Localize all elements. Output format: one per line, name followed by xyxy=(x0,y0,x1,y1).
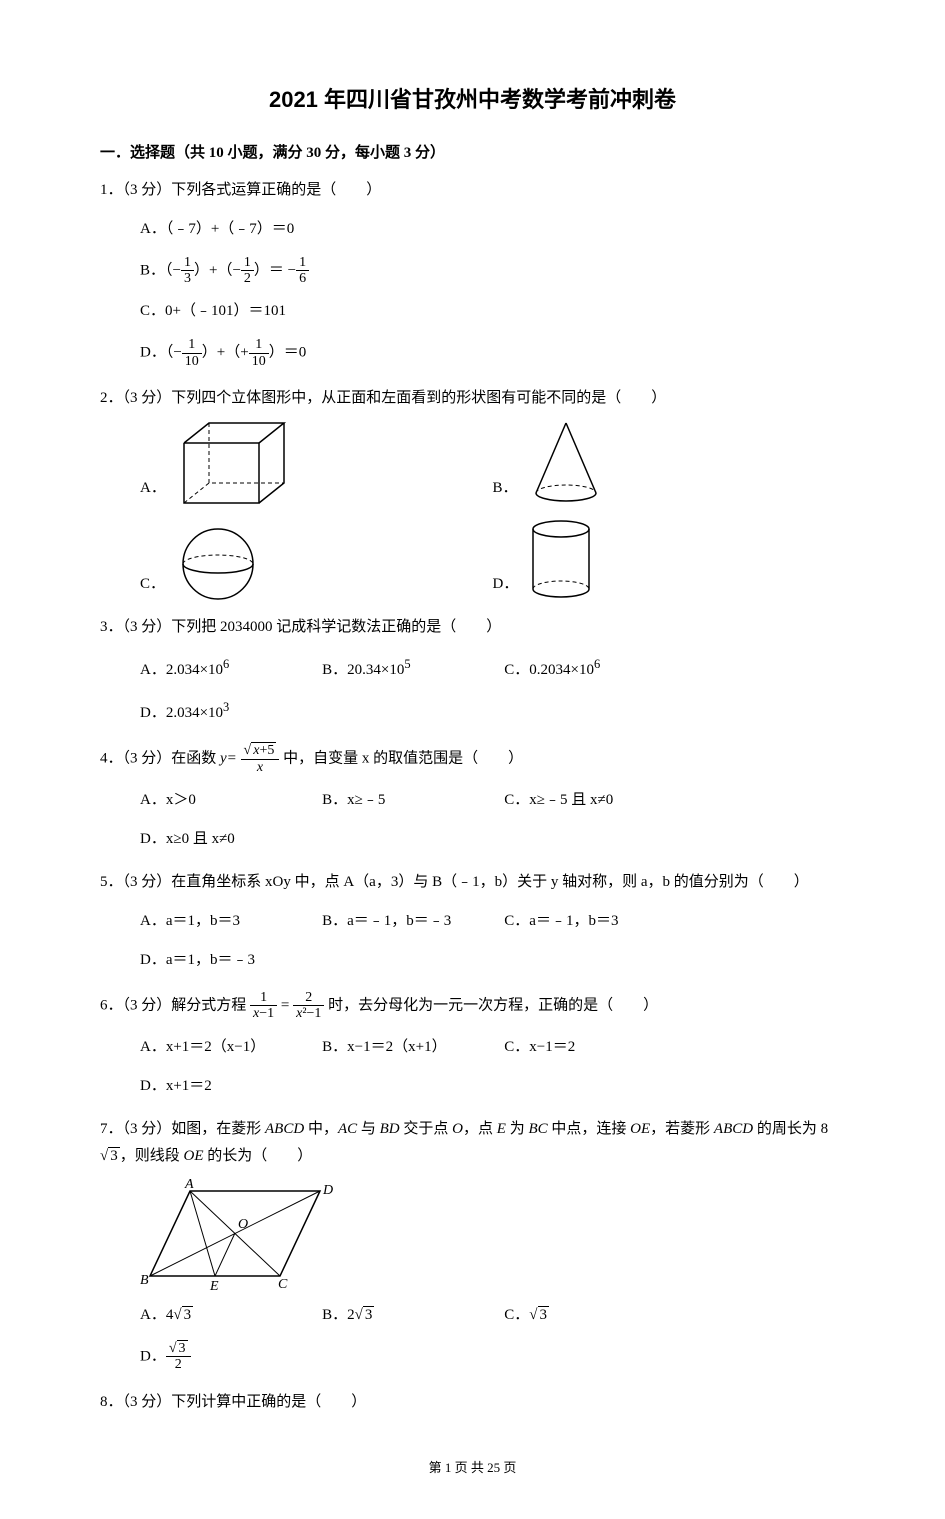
q2-row1: A． B． xyxy=(100,418,845,508)
q1-options: A．（﹣7）+（﹣7）＝0 B．（−13）+（−12）＝ −16 C．0+（﹣1… xyxy=(100,210,845,376)
page-footer: 第 1 页 共 25 页 xyxy=(100,1456,845,1479)
q4-opt-c: C．x≥﹣5 且 x≠0 xyxy=(504,787,666,814)
svg-text:A: A xyxy=(184,1177,194,1192)
q2-opt-c: C． xyxy=(140,514,493,604)
q7-opt-b: B．2√3 xyxy=(322,1302,484,1329)
q6-opt-c: C．x−1＝2 xyxy=(504,1034,666,1061)
q3-opt-c: C．0.2034×106 xyxy=(504,653,666,684)
q4-opt-b: B．x≥﹣5 xyxy=(322,787,484,814)
q8-stem: 8．（3 分）下列计算中正确的是（ ） xyxy=(100,1389,845,1416)
cuboid-icon xyxy=(174,418,294,508)
svg-text:C: C xyxy=(278,1277,288,1292)
q7-opt-c: C．√3 xyxy=(504,1302,666,1329)
q7-figure: A D B C E O xyxy=(100,1176,845,1296)
q6-opt-b: B．x−1＝2（x+1） xyxy=(322,1034,484,1061)
q4-options: A．x＞0 B．x≥﹣5 C．x≥﹣5 且 x≠0 D．x≥0 且 x≠0 xyxy=(100,781,845,859)
sphere-icon xyxy=(173,524,263,604)
rhombus-icon: A D B C E O xyxy=(140,1176,340,1296)
q6-options: A．x+1＝2（x−1） B．x−1＝2（x+1） C．x−1＝2 D．x+1＝… xyxy=(100,1028,845,1106)
exam-title: 2021 年四川省甘孜州中考数学考前冲刺卷 xyxy=(100,80,845,120)
cylinder-icon xyxy=(526,514,596,604)
q7-opt-d: D．√32 xyxy=(140,1341,302,1373)
svg-text:B: B xyxy=(140,1273,149,1288)
q6-opt-d: D．x+1＝2 xyxy=(140,1073,302,1100)
section-1-heading: 一．选择题（共 10 小题，满分 30 分，每小题 3 分） xyxy=(100,140,845,167)
q3-options: A．2.034×106 B．20.34×105 C．0.2034×106 D．2… xyxy=(100,647,845,733)
svg-text:O: O xyxy=(238,1217,248,1232)
q4-opt-d: D．x≥0 且 x≠0 xyxy=(140,826,302,853)
q5-stem: 5．（3 分）在直角坐标系 xOy 中，点 A（a，3）与 B（﹣1，b）关于 … xyxy=(100,869,845,896)
q3-opt-a: A．2.034×106 xyxy=(140,653,302,684)
q2-stem: 2．（3 分）下列四个立体图形中，从正面和左面看到的形状图有可能不同的是（ ） xyxy=(100,385,845,412)
q6-stem: 6．（3 分）解分式方程 1x−1 = 2x²−1 时，去分母化为一元一次方程，… xyxy=(100,990,845,1022)
q7-options: A．4√3 B．2√3 C．√3 D．√32 xyxy=(100,1296,845,1379)
q3-opt-b: B．20.34×105 xyxy=(322,653,484,684)
q4-opt-a: A．x＞0 xyxy=(140,787,302,814)
q5-opt-b: B．a＝﹣1，b＝﹣3 xyxy=(322,908,484,935)
q2-opt-d: D． xyxy=(493,514,846,604)
q5-opt-c: C．a＝﹣1，b＝3 xyxy=(504,908,666,935)
svg-text:E: E xyxy=(209,1279,219,1294)
q7-stem: 7．（3 分）如图，在菱形 ABCD 中，AC 与 BD 交于点 O，点 E 为… xyxy=(100,1116,845,1170)
q5-opt-d: D．a＝1，b＝﹣3 xyxy=(140,947,302,974)
q1-stem: 1．（3 分）下列各式运算正确的是（ ） xyxy=(100,177,845,204)
q2-row2: C． D． xyxy=(100,514,845,604)
q6-opt-a: A．x+1＝2（x−1） xyxy=(140,1034,302,1061)
q1-opt-a: A．（﹣7）+（﹣7）＝0 xyxy=(140,216,478,243)
q7-opt-a: A．4√3 xyxy=(140,1302,302,1329)
q1-opt-d: D．（−110）+（+110）＝0 xyxy=(140,337,478,369)
q4-stem: 4．（3 分）在函数 y= √x+5x 中，自变量 x 的取值范围是（ ） xyxy=(100,743,845,775)
q3-opt-d: D．2.034×103 xyxy=(140,696,302,727)
cone-icon xyxy=(526,418,606,508)
q1-opt-c: C．0+（﹣101）＝101 xyxy=(140,298,478,325)
q2-opt-a: A． xyxy=(140,418,493,508)
q3-stem: 3．（3 分）下列把 2034000 记成科学记数法正确的是（ ） xyxy=(100,614,845,641)
q2-opt-b: B． xyxy=(493,418,846,508)
q5-opt-a: A．a＝1，b＝3 xyxy=(140,908,302,935)
q5-options: A．a＝1，b＝3 B．a＝﹣1，b＝﹣3 C．a＝﹣1，b＝3 D．a＝1，b… xyxy=(100,902,845,980)
q1-opt-b: B．（−13）+（−12）＝ −16 xyxy=(140,255,478,287)
svg-text:D: D xyxy=(322,1183,333,1198)
